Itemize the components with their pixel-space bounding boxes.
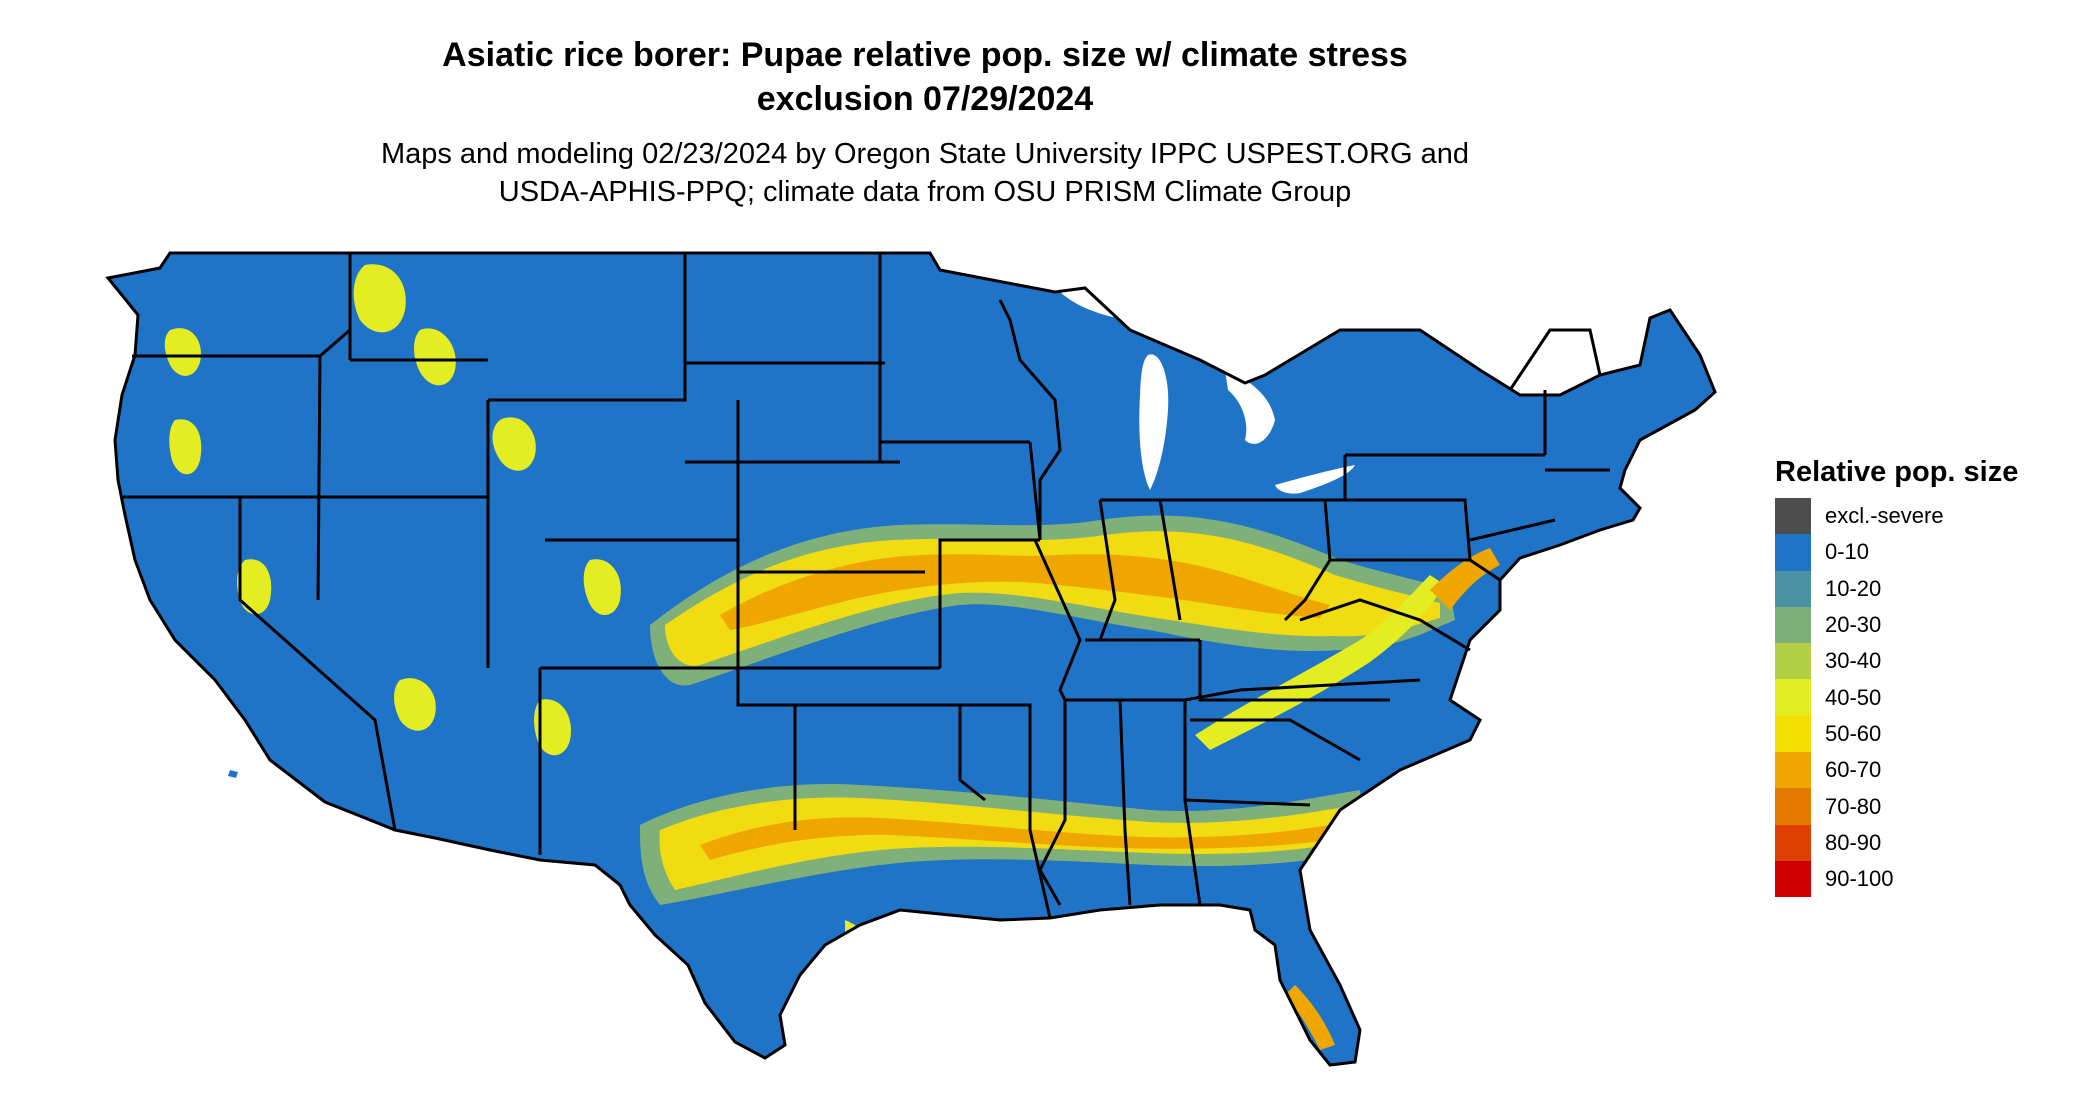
- legend-swatch: [1775, 498, 1811, 535]
- legend-label: 30-40: [1825, 648, 1882, 674]
- legend-label: excl.-severe: [1825, 503, 1944, 529]
- legend-label: 60-70: [1825, 757, 1882, 783]
- legend-title: Relative pop. size: [1775, 456, 2019, 488]
- mid-atlantic-band: [1430, 548, 1500, 610]
- legend-swatch: [1775, 679, 1811, 716]
- legend-swatch: [1775, 606, 1811, 644]
- legend-item: 40-50: [1775, 679, 2075, 716]
- legend-swatch: [1775, 534, 1811, 571]
- legend-item: 0-10: [1775, 534, 2075, 571]
- map-subtitle-line-1: Maps and modeling 02/23/2024 by Oregon S…: [380, 138, 1470, 170]
- west-patch-7: [534, 699, 571, 756]
- map-subtitle-line-2: USDA-APHIS-PPQ; climate data from OSU PR…: [498, 176, 1352, 208]
- west-patch-2: [492, 417, 536, 471]
- legend-label: 50-60: [1825, 720, 1882, 746]
- us-land-base: [108, 253, 1715, 1065]
- map-title-line-1: Asiatic rice borer: Pupae relative pop. …: [442, 36, 1408, 74]
- lake-superior: [1060, 288, 1230, 335]
- west-patch-3: [583, 559, 621, 615]
- legend-item: 90-100: [1775, 860, 2075, 898]
- legend-items: excl.-severe 0-10 10-20 20-30 30-40 40-50 50-6…: [1775, 498, 2075, 898]
- lake-huron: [1225, 370, 1275, 444]
- legend-label: 70-80: [1825, 793, 1882, 819]
- legend-item: 80-90: [1775, 824, 2075, 861]
- legend-item: 60-70: [1775, 752, 2075, 789]
- legend-swatch: [1775, 860, 1811, 898]
- legend-label: 0-10: [1825, 539, 1870, 565]
- lake-michigan: [1139, 354, 1169, 490]
- west-patch-4: [169, 419, 202, 475]
- lake-erie: [1275, 465, 1355, 494]
- map-title-line-2: exclusion 07/29/2024: [756, 80, 1094, 118]
- florida-band: [1285, 985, 1335, 1050]
- legend-swatch: [1775, 788, 1811, 825]
- west-patch-6: [394, 678, 436, 731]
- west-patch-5: [237, 559, 272, 615]
- legend-label: 40-50: [1825, 684, 1882, 710]
- legend-label: 80-90: [1825, 829, 1882, 855]
- legend-swatch: [1775, 643, 1811, 680]
- us-map: [106, 251, 1717, 1067]
- southern-belt-orange: [700, 817, 1330, 860]
- west-patch-8: [414, 328, 456, 386]
- state-borders: [106, 251, 1717, 1067]
- legend-item: excl.-severe: [1775, 498, 2075, 535]
- legend-swatch: [1775, 824, 1811, 861]
- island-channel: [228, 770, 238, 778]
- legend-label: 90-100: [1825, 866, 1894, 892]
- legend-swatch: [1775, 570, 1811, 607]
- risk-bands: [164, 264, 1500, 1050]
- appalachian-band: [1195, 575, 1445, 750]
- legend-swatch: [1775, 715, 1811, 753]
- legend-label: 10-20: [1825, 575, 1882, 601]
- west-patch-1: [353, 264, 406, 333]
- legend-item: 10-20: [1775, 570, 2075, 607]
- legend-item: 30-40: [1775, 643, 2075, 680]
- legend-item: 20-30: [1775, 606, 2075, 644]
- legend-swatch: [1775, 752, 1811, 789]
- legend: Relative pop. size excl.-severe 0-10 10-20…: [1775, 454, 2075, 898]
- legend-item: 70-80: [1775, 788, 2075, 825]
- legend-label: 20-30: [1825, 612, 1882, 638]
- legend-item: 50-60: [1775, 715, 2075, 753]
- west-patch-9: [164, 328, 201, 376]
